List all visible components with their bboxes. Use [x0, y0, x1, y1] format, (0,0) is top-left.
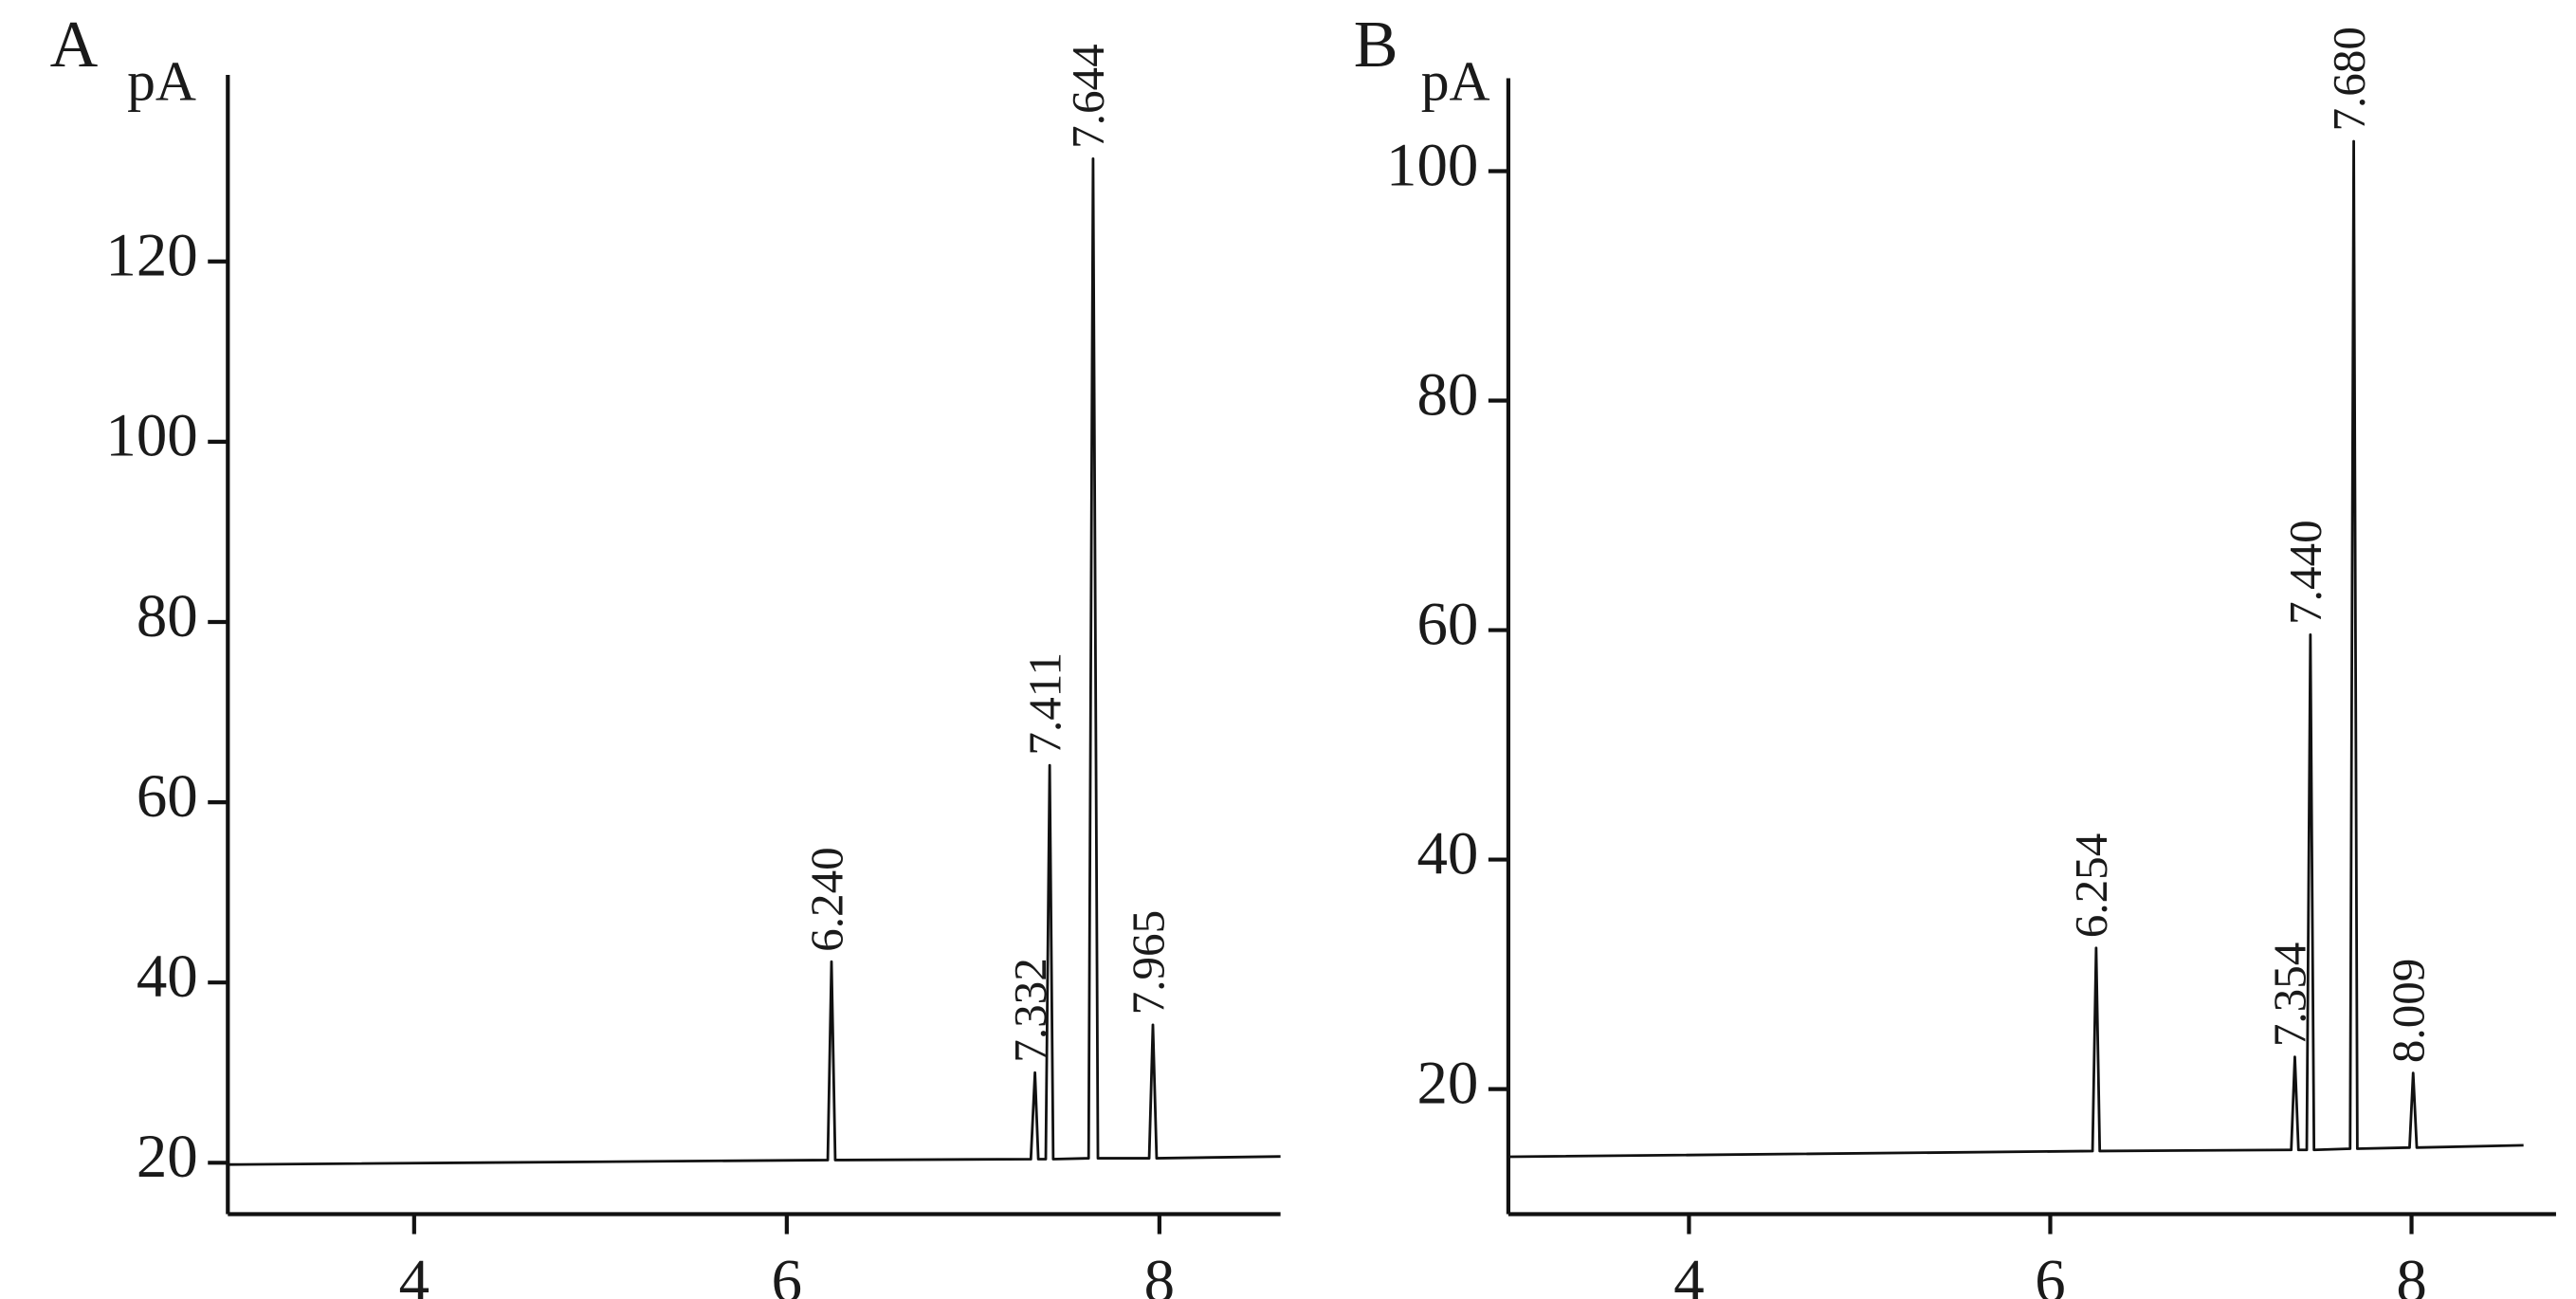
peak-label: 7.965	[1122, 910, 1174, 1015]
peak-label: 7.332	[1004, 958, 1056, 1063]
y-axis-unit: pA	[127, 49, 196, 112]
x-tick-label: 4	[1673, 1248, 1704, 1299]
y-tick-label: 20	[1416, 1049, 1478, 1117]
panel-title: B	[1354, 8, 1398, 82]
x-tick-label: 6	[2035, 1248, 2065, 1299]
peak-label: 8.009	[2383, 959, 2435, 1063]
panel-title: A	[50, 8, 99, 82]
y-tick-label: 20	[137, 1123, 198, 1191]
chromatogram-trace	[1507, 139, 2524, 1159]
peak-label: 7.644	[1062, 44, 1114, 149]
peak-label: 6.254	[2065, 833, 2117, 938]
x-tick-label: 8	[2396, 1248, 2426, 1299]
y-tick-label: 120	[105, 222, 197, 290]
peak-label: 7.440	[2279, 520, 2331, 624]
y-tick-label: 40	[1416, 819, 1478, 887]
x-tick-label: 8	[1144, 1248, 1175, 1299]
y-tick-label: 100	[105, 402, 197, 470]
y-tick-label: 60	[137, 762, 198, 831]
y-tick-label: 40	[137, 942, 198, 1011]
y-tick-label: 60	[1416, 590, 1478, 658]
chromatogram-trace	[228, 156, 1281, 1166]
peak-label: 7.411	[1018, 652, 1070, 756]
y-axis-unit: pA	[1421, 49, 1490, 112]
y-tick-label: 80	[1416, 360, 1478, 429]
y-tick-label: 80	[137, 582, 198, 650]
peak-label: 7.354	[2264, 942, 2316, 1047]
peak-label: 7.680	[2323, 27, 2375, 131]
x-tick-label: 6	[772, 1248, 802, 1299]
y-tick-label: 100	[1386, 131, 1478, 199]
x-tick-label: 4	[399, 1248, 429, 1299]
peak-label: 6.240	[800, 847, 852, 951]
